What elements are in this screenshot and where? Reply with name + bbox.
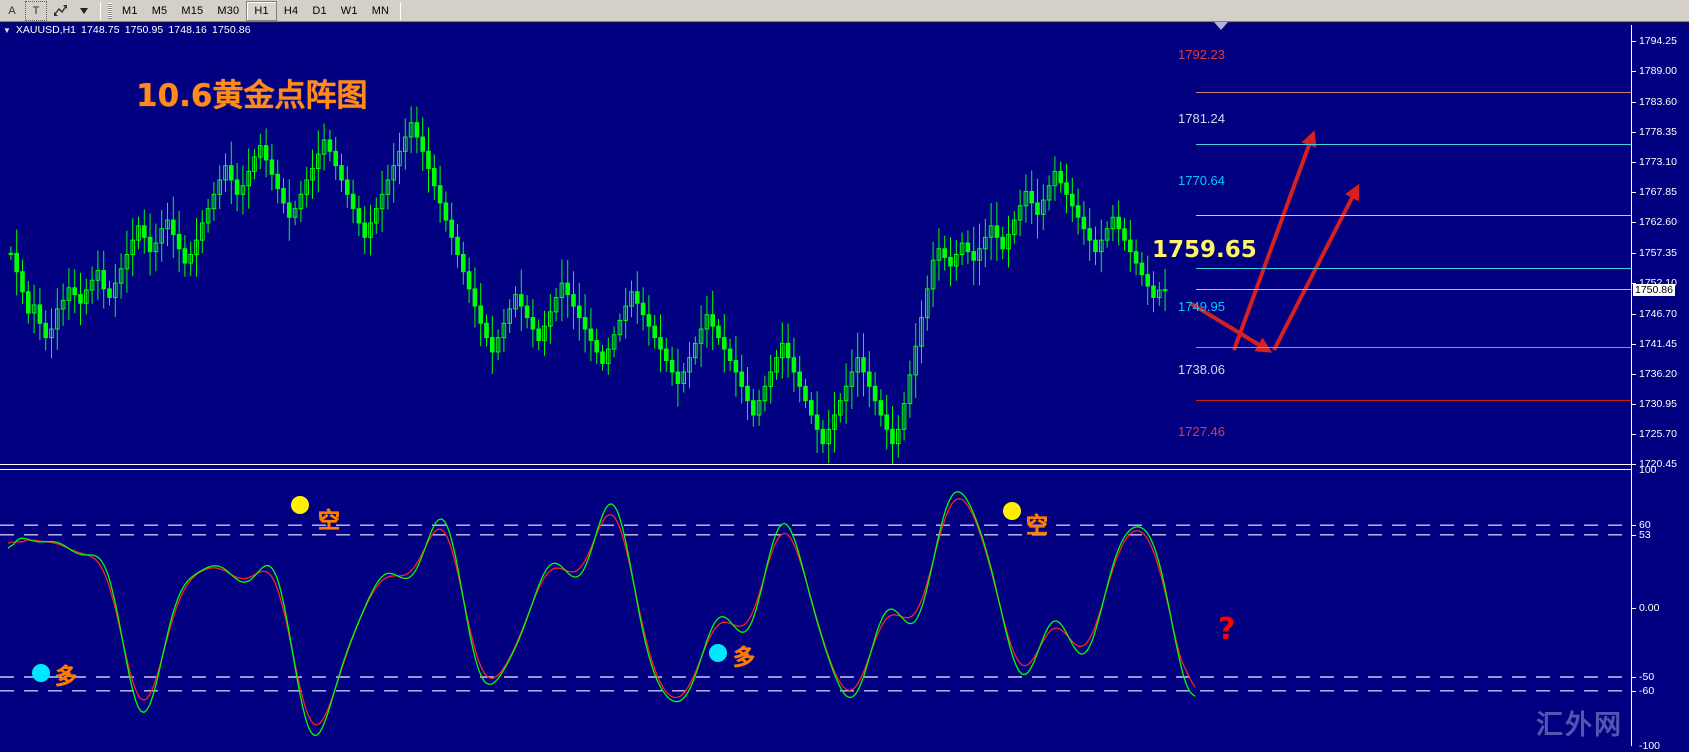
price-tick-mark	[1632, 433, 1636, 435]
oscillator-tick-label: -50	[1639, 671, 1655, 683]
price-tick-mark	[1632, 102, 1636, 104]
price-tick-mark	[1632, 373, 1636, 375]
quote-open: 1748.75	[81, 24, 120, 36]
text-tool-icon[interactable]: T	[25, 0, 47, 21]
price-tick-mark	[1632, 192, 1636, 194]
price-tick-label: 1767.85	[1639, 186, 1677, 199]
price-tick-label: 1720.45	[1639, 458, 1677, 470]
quote-close: 1750.86	[212, 24, 251, 36]
oscillator-tick-label: -60	[1639, 684, 1655, 697]
timeframe-button-m30[interactable]: M30	[217, 4, 240, 17]
price-tick-mark	[1632, 71, 1636, 73]
oscillator-tick-label: -100	[1639, 740, 1661, 752]
price-tick-label: 1730.95	[1639, 397, 1677, 410]
toolbar-separator	[100, 1, 101, 20]
timeframe-button-mn[interactable]: MN	[371, 4, 390, 17]
chevron-down-icon[interactable]: ▼	[3, 25, 11, 35]
price-tick-label: 1783.60	[1639, 96, 1677, 109]
price-tick-mark	[1632, 132, 1636, 134]
oscillator-tick-mark	[1632, 534, 1636, 536]
dropdown-arrow-icon[interactable]	[73, 1, 95, 21]
indicator-icon[interactable]	[49, 1, 71, 21]
toolbar-separator-end	[400, 1, 402, 20]
price-tick-label: 1794.25	[1639, 35, 1677, 47]
price-tick-mark	[1632, 343, 1636, 345]
price-tick-mark	[1632, 464, 1636, 465]
price-tick-mark	[1632, 313, 1636, 315]
timeframe-button-m5[interactable]: M5	[151, 4, 168, 17]
price-tick-mark	[1632, 41, 1636, 42]
oscillator-tick-label: 0.00	[1639, 602, 1660, 614]
price-tick-label: 1746.70	[1639, 307, 1677, 320]
oscillator-series	[0, 491, 1631, 736]
oscillator-tick-mark	[1632, 608, 1636, 609]
price-tick-label: 1789.00	[1639, 65, 1677, 78]
oscillator-tick-label: 60	[1639, 519, 1651, 532]
price-tick-label: 1741.45	[1639, 337, 1677, 350]
price-chart-pane[interactable]	[0, 41, 1631, 464]
price-tick-mark	[1632, 282, 1636, 284]
price-tick-label: 1725.70	[1639, 427, 1677, 440]
oscillator-tick-mark	[1632, 677, 1636, 678]
oscillator-tick-mark	[1632, 690, 1636, 692]
symbol-label: XAUUSD,H1	[15, 24, 77, 36]
timeframe-button-w1[interactable]: W1	[340, 4, 358, 17]
quote-low: 1748.16	[168, 24, 207, 36]
timeframe-button-h1[interactable]: H1	[246, 0, 277, 21]
timeframe-button-h4[interactable]: H4	[283, 4, 299, 17]
price-tick-label: 1773.10	[1639, 156, 1677, 169]
quote-high: 1750.95	[124, 24, 164, 36]
price-tick-label: 1762.60	[1639, 216, 1677, 229]
price-tick-mark	[1632, 403, 1636, 405]
price-tick-label: 1757.35	[1639, 246, 1677, 259]
timeframe-button-m1[interactable]: M1	[122, 4, 138, 17]
oscillator-tick-label: 100	[1639, 464, 1657, 476]
timeframe-group: M1 M5 M15 M30 H1 H4 D1 W1 MN	[115, 0, 396, 21]
oscillator-tick-mark	[1632, 525, 1636, 527]
candlestick-series	[8, 106, 1168, 464]
oscillator-tick-label: 53	[1639, 528, 1651, 541]
crosshair-a-icon[interactable]: A	[8, 4, 16, 17]
period-grip-icon[interactable]	[108, 2, 112, 19]
price-tick-mark	[1632, 222, 1636, 224]
pane-divider[interactable]	[0, 464, 1631, 470]
oscillator-pane[interactable]	[0, 470, 1631, 746]
price-tick-mark	[1632, 252, 1636, 254]
price-tick-mark	[1632, 162, 1636, 164]
price-tick-label: 1736.20	[1639, 367, 1677, 380]
price-tick-label: 1778.35	[1639, 126, 1677, 139]
price-scale[interactable]: 1794.25 1789.00 1783.60 1778.35 1773.10 1767.…	[1631, 25, 1689, 752]
symbol-quote-bar: ▼ XAUUSD,H1 1748.75 1750.95 1748.16 1750…	[0, 22, 1689, 37]
last-price-tag: 1750.86	[1633, 283, 1675, 296]
timeframe-button-m15[interactable]: M15	[181, 4, 204, 17]
site-watermark: 汇外网	[1536, 710, 1623, 741]
timeframe-button-d1[interactable]: D1	[312, 4, 327, 17]
main-toolbar: A T M1 M5 M15 M30 H1 H4 D1 W1 MN	[0, 0, 1689, 22]
